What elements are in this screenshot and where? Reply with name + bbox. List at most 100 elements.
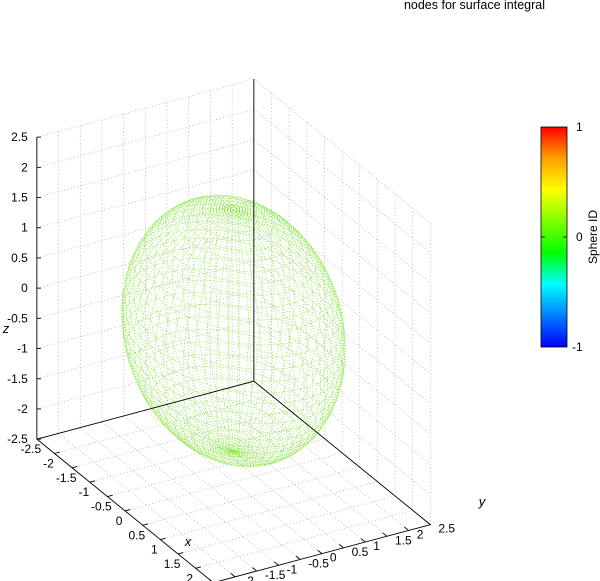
y-tick-label: -0.5 — [308, 557, 329, 571]
latitude-ring — [133, 328, 335, 441]
x-tick-label: -2.5 — [20, 442, 41, 456]
longitude-ring — [233, 209, 322, 463]
x-axis-label: x — [184, 534, 192, 549]
z-tick-label: -2 — [17, 402, 28, 416]
longitude-ring — [233, 201, 285, 452]
longitude-ring — [233, 196, 240, 452]
x-tick-label: 0 — [116, 514, 123, 528]
longitude-ring — [233, 209, 346, 454]
latitude-ring — [138, 214, 330, 321]
x-tick-label: -1 — [78, 485, 89, 499]
longitude-ring — [128, 203, 234, 453]
x-tick-label: 2 — [186, 571, 193, 581]
y-tick-label: 1 — [373, 539, 380, 553]
y-tick-label: -1.5 — [265, 568, 286, 581]
x-tick-label: -0.5 — [91, 500, 112, 514]
colorbar-tick-mid: 0 — [576, 230, 583, 244]
longitude-ring — [215, 194, 234, 452]
z-axis-label: z — [2, 321, 10, 336]
longitude-ring — [204, 209, 234, 464]
z-tick-label: -1 — [17, 342, 28, 356]
longitude-ring — [227, 210, 234, 466]
z-tick-label: -0.5 — [7, 311, 28, 325]
y-tick-label: -2 — [243, 574, 254, 581]
longitude-ring — [233, 209, 286, 467]
longitude-ring — [122, 206, 234, 453]
x-tick-label: -2 — [43, 457, 54, 471]
longitude-ring — [233, 197, 252, 452]
longitude-ring — [233, 209, 343, 453]
longitude-ring — [192, 194, 234, 452]
z-tick-label: -1.5 — [7, 372, 28, 386]
x-tick-label: -1.5 — [56, 471, 77, 485]
z-tick-label: 2.5 — [11, 130, 28, 144]
y-tick-label: -2.5 — [221, 580, 242, 581]
latitude-ring — [123, 247, 344, 371]
longitude-ring — [139, 200, 234, 453]
longitude-ring — [182, 209, 234, 461]
latitude-ring — [133, 221, 335, 333]
longitude-ring — [125, 209, 234, 453]
floor-edge-back-x — [36, 380, 254, 440]
longitude-ring — [233, 209, 343, 457]
colorbar-tick-min: -1 — [572, 340, 583, 354]
longitude-ring — [233, 209, 264, 468]
y-tick-label: 2 — [417, 528, 424, 542]
longitude-ring — [203, 194, 234, 452]
longitude-ring — [233, 209, 334, 460]
longitude-ring — [154, 209, 234, 456]
latitude-ring — [183, 410, 284, 468]
chart-title: nodes for surface integral — [404, 0, 545, 12]
colorbar-label: Sphere ID — [586, 210, 600, 264]
latitude-ring — [125, 237, 342, 358]
z-tick-label: 0 — [21, 281, 28, 295]
longitude-ring — [139, 209, 234, 454]
longitude-ring — [233, 209, 345, 456]
longitude-ring — [172, 195, 234, 452]
x-tick-label: 1.5 — [164, 557, 181, 571]
longitude-ring — [172, 209, 234, 459]
latitude-ring — [123, 291, 344, 415]
longitude-ring — [233, 209, 314, 464]
y-tick-label: 0 — [330, 551, 337, 565]
longitude-ring — [193, 209, 234, 462]
latitude-ring — [165, 196, 302, 273]
longitude-ring — [133, 209, 234, 453]
sphere-0 — [121, 194, 346, 468]
longitude-ring — [182, 195, 234, 452]
latitude-ring — [125, 303, 342, 424]
x-tick-label: 0.5 — [128, 528, 145, 542]
longitude-ring — [128, 209, 234, 453]
latitude-ring — [222, 204, 245, 217]
longitude-ring — [146, 199, 234, 453]
z-tick-label: -2.5 — [7, 432, 28, 446]
y-tick-label: -1 — [287, 562, 298, 576]
y-tick-label: 2.5 — [438, 522, 455, 536]
z-tick-label: 0.5 — [11, 251, 28, 265]
z-tick-label: 1.5 — [11, 191, 28, 205]
y-tick-label: 0.5 — [352, 545, 369, 559]
z-tick-label: 2 — [21, 160, 28, 174]
x-tick-label: 1 — [151, 543, 158, 557]
longitude-ring — [233, 209, 345, 453]
y-tick-label: 1.5 — [395, 533, 412, 547]
grid-layer — [36, 78, 431, 581]
latitude-ring — [174, 195, 293, 262]
colorbar: 1 0 -1 Sphere ID — [540, 120, 600, 354]
longitude-ring — [233, 209, 296, 467]
sphere-nodes — [121, 194, 346, 468]
y-axis-label: y — [478, 494, 487, 509]
latitude-ring — [121, 279, 346, 405]
x-axis-line — [36, 438, 213, 581]
longitude-ring — [215, 209, 234, 465]
longitude-ring — [233, 198, 263, 452]
longitude-ring — [233, 209, 252, 467]
longitude-ring — [233, 203, 295, 453]
latitude-ring — [174, 400, 293, 467]
latitude-ring — [212, 200, 255, 224]
latitude-ring — [150, 203, 317, 296]
colorbar-gradient — [540, 126, 568, 348]
longitude-ring — [233, 204, 305, 453]
colorbar-tick-max: 1 — [576, 120, 583, 134]
